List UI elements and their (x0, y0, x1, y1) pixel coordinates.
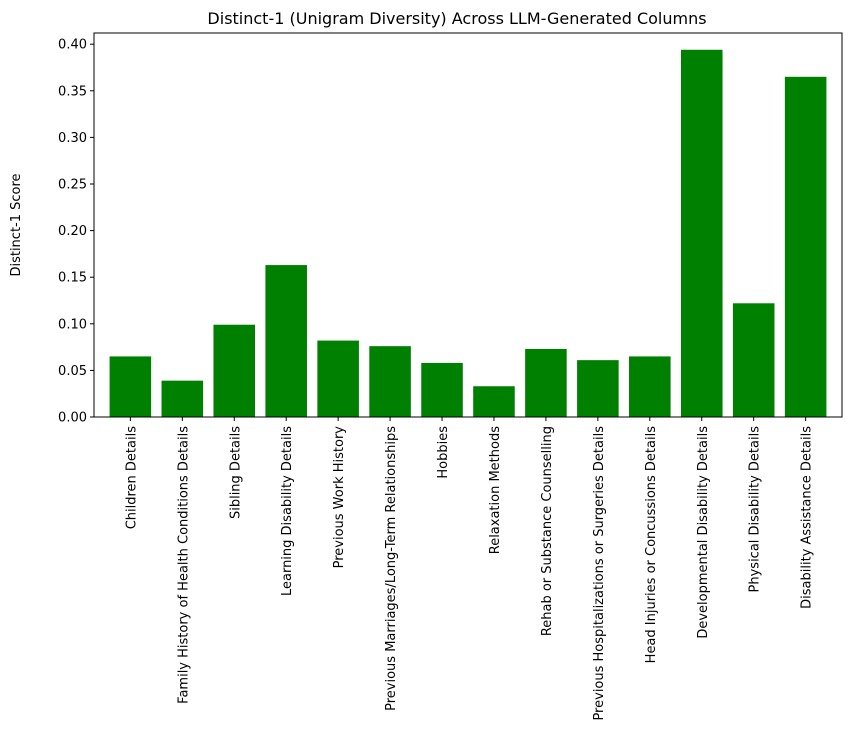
bar (784, 76, 827, 418)
y-tick-label: 0.25 (58, 177, 87, 192)
bar (421, 362, 463, 417)
bar (577, 360, 619, 417)
x-tick-label: Children Details (124, 426, 139, 530)
y-tick-label: 0.10 (58, 317, 87, 332)
y-tick-label: 0.05 (58, 364, 87, 379)
y-axis: 0.00 0.05 0.10 0.15 0.20 0.25 0.30 0.35 0.40 (58, 38, 94, 426)
bar (525, 348, 567, 417)
x-tick-label: Previous Hospitalizations or Surgeries D… (592, 426, 607, 721)
x-tick-label: Previous Marriages/Long-Term Relationshi… (384, 426, 399, 711)
bars-group (109, 49, 827, 418)
bar (265, 265, 307, 417)
x-tick-label: Previous Work History (332, 426, 347, 569)
x-tick-label: Developmental Disability Details (696, 426, 711, 639)
x-tick-label: Rehab or Substance Counselling (540, 426, 555, 636)
x-tick-label: Family History of Health Conditions Deta… (176, 426, 191, 704)
x-tick-label: Hobbies (436, 426, 451, 479)
x-tick-label: Head Injuries or Concussions Details (644, 426, 659, 664)
y-tick-label: 0.40 (58, 38, 87, 53)
x-tick-label: Disability Assistance Details (800, 426, 815, 609)
bar (213, 324, 256, 417)
bar (161, 380, 204, 417)
y-axis-label: Distinct-1 Score (9, 173, 24, 276)
x-tick-label: Sibling Details (228, 426, 243, 519)
y-tick-label: 0.35 (58, 84, 87, 99)
y-tick-label: 0.20 (58, 224, 87, 239)
x-tick-label: Learning Disability Details (280, 426, 295, 596)
chart-title: Distinct-1 (Unigram Diversity) Across LL… (207, 9, 706, 28)
bar (317, 340, 359, 417)
y-tick-label: 0.00 (58, 411, 87, 426)
bar (473, 386, 515, 417)
plot-frame (93, 32, 843, 418)
bar (629, 356, 671, 417)
y-tick-label: 0.15 (58, 271, 87, 286)
x-axis: Children Details Family History of Health… (124, 417, 815, 721)
x-tick-label: Relaxation Methods (488, 426, 503, 554)
bar (369, 346, 411, 417)
bar (680, 49, 723, 417)
bar (732, 303, 775, 417)
y-tick-label: 0.30 (58, 131, 87, 146)
bar (109, 356, 152, 417)
x-tick-label: Physical Disability Details (748, 426, 763, 593)
